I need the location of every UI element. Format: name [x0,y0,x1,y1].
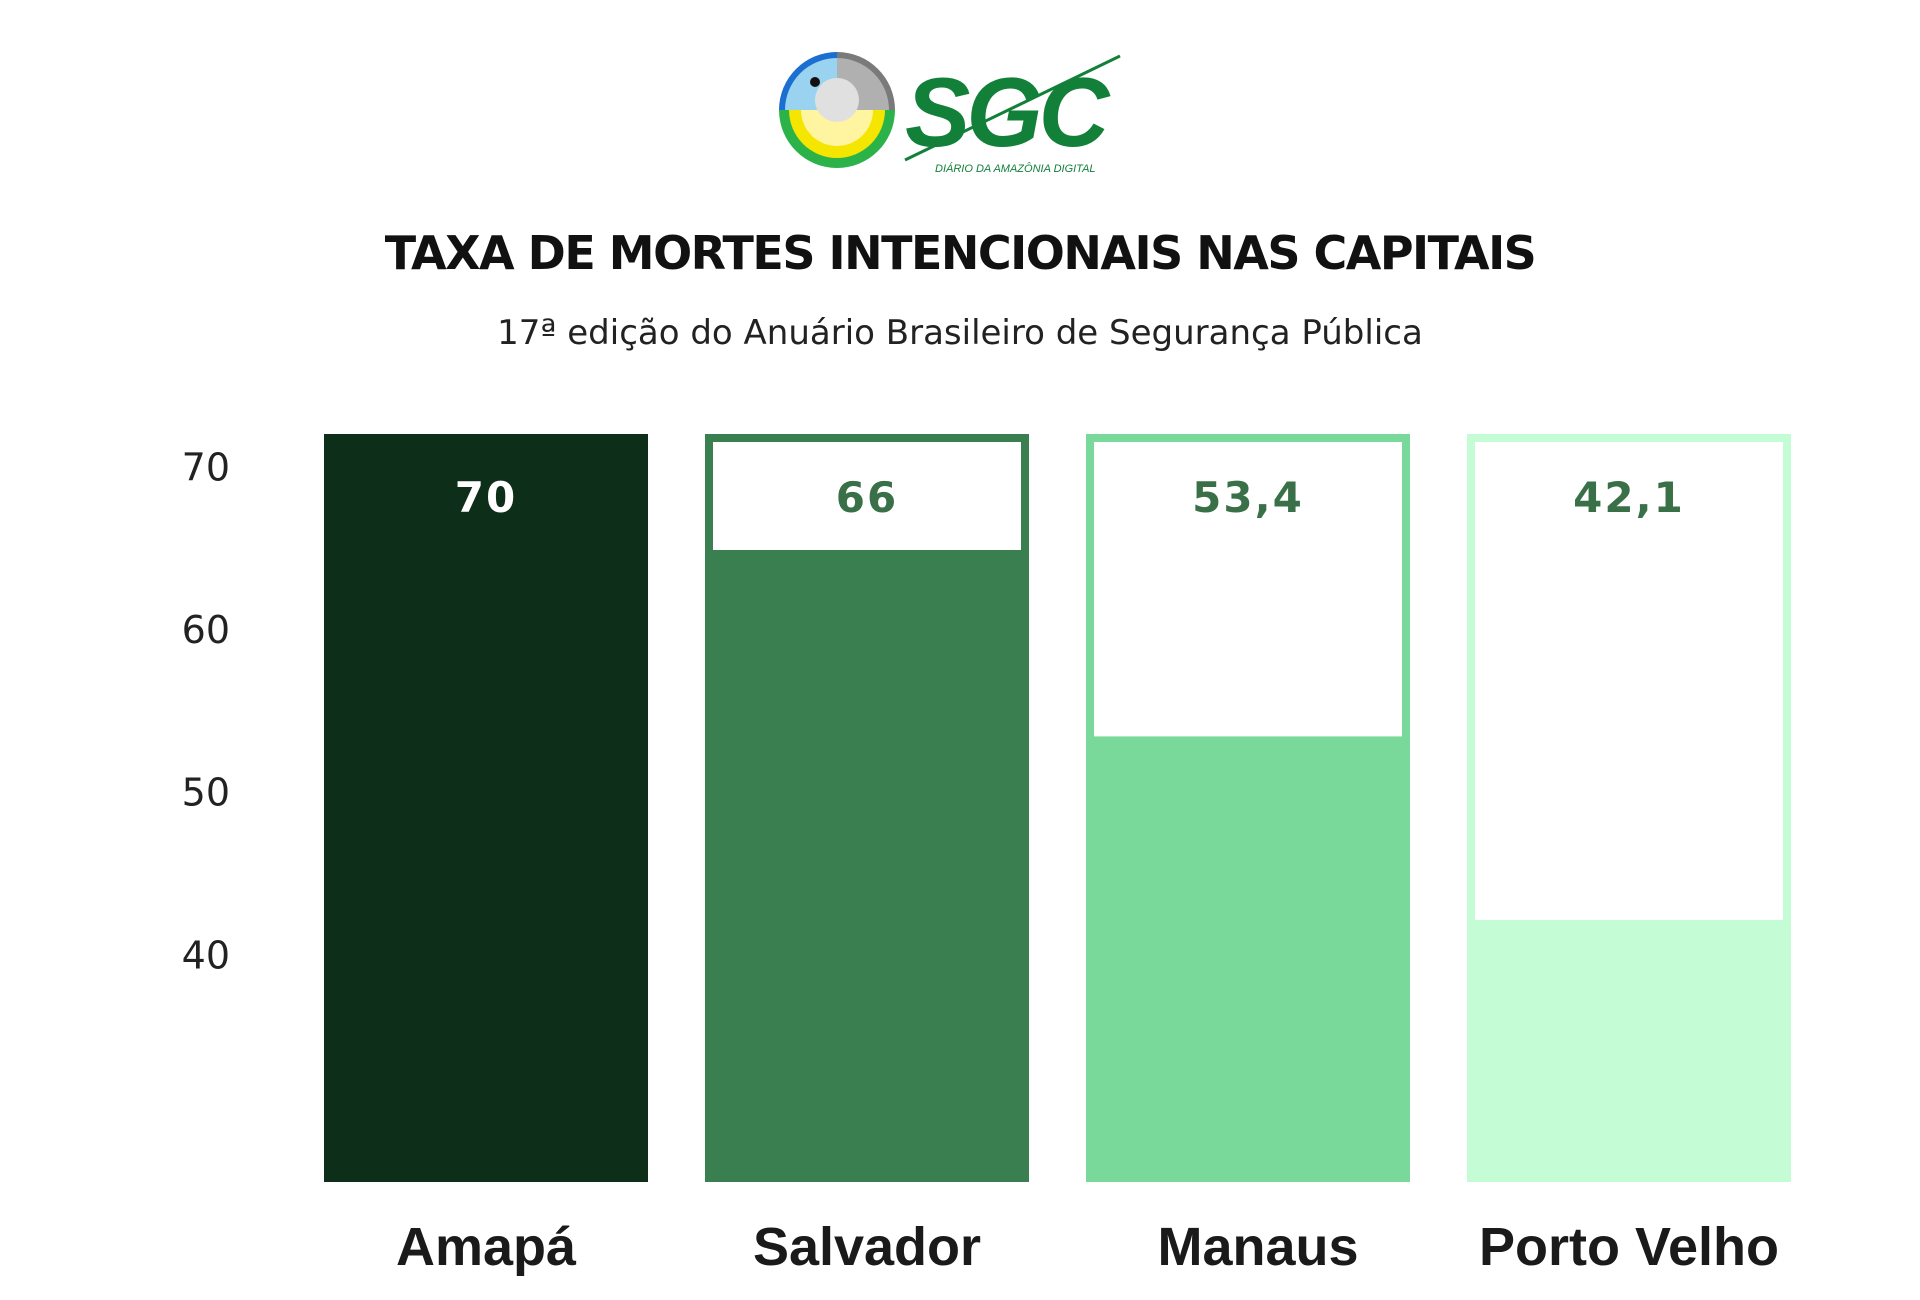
bar-value-label: 53,4 [1192,473,1304,522]
toucan-circle-icon [779,52,895,168]
bar [332,466,640,1182]
brand-slash [904,54,1121,162]
category-label: Porto Velho [1479,1217,1779,1277]
brand-tagline: DIÁRIO DA AMAZÔNIA DIGITAL [935,162,1096,175]
bar-group: 42,1 Porto Velho [1467,434,1791,1277]
bar [1475,920,1783,1182]
bar-value-box [332,442,640,550]
chart-title: TAXA DE MORTES INTENCIONAIS NAS CAPITAIS [384,226,1537,280]
bar-group: 53,4 Manaus [1086,434,1410,1277]
bar-group: 66 Salvador [705,434,1029,1277]
bar [1094,736,1402,1182]
y-axis: 70 60 50 40 [182,446,230,978]
y-tick-label: 70 [182,446,230,490]
brand-logo: SGC DIÁRIO DA AMAZÔNIA DIGITAL [779,52,1121,175]
y-tick-label: 40 [182,933,230,977]
category-label: Amapá [396,1217,577,1277]
bar-value-box [713,442,1021,550]
bar-value-box [1094,442,1402,550]
chart-subtitle: 17ª edição do Anuário Brasileiro de Segu… [497,313,1423,353]
bars: 70 Amapá 66 Salvador 53,4 Manaus 42,1 Porto Vel… [324,434,1791,1277]
bar-value-label: 70 [455,473,517,522]
y-tick-label: 60 [182,608,230,652]
bar-value-label: 66 [836,473,898,522]
y-tick-label: 50 [182,771,230,815]
category-label: Salvador [753,1217,981,1277]
bar-group: 70 Amapá [324,434,648,1277]
bar-value-box [1475,442,1783,550]
category-label: Manaus [1157,1217,1358,1277]
bar-value-label: 42,1 [1573,473,1685,522]
bar [713,531,1021,1182]
